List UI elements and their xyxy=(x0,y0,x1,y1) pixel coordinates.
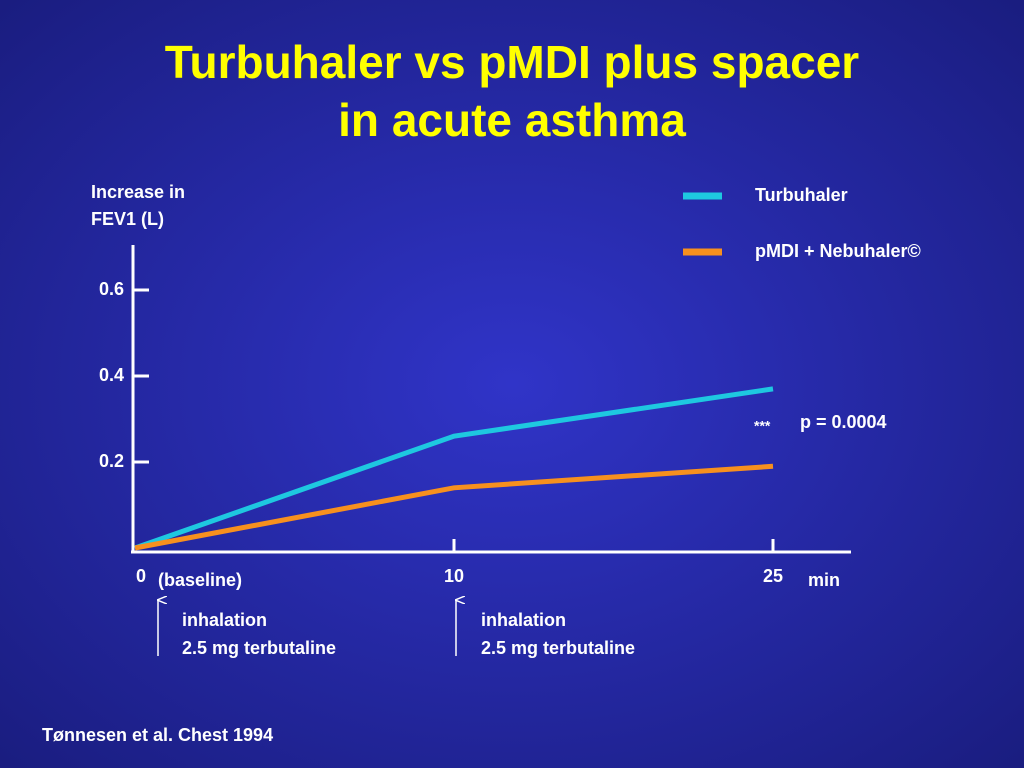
legend-label: Turbuhaler xyxy=(755,185,848,205)
title-line: in acute asthma xyxy=(338,94,686,146)
x-tick-label: 10 xyxy=(444,566,464,586)
annotation: *** xyxy=(754,418,771,434)
x-tick-label: 25 xyxy=(763,566,783,586)
data-line xyxy=(134,463,774,551)
annotation: inhalation xyxy=(182,610,267,630)
title-line: Turbuhaler vs pMDI plus spacer xyxy=(165,36,860,88)
annotation: p = 0.0004 xyxy=(800,412,887,432)
x-tick-label: 0 xyxy=(136,566,146,586)
annotation: inhalation xyxy=(481,610,566,630)
source: Tønnesen et al. Chest 1994 xyxy=(42,725,273,745)
annotation: 2.5 mg terbutaline xyxy=(182,638,336,658)
annotation: 2.5 mg terbutaline xyxy=(481,638,635,658)
y-tick-label: 0.4 xyxy=(99,365,124,385)
legend-label: pMDI + Nebuhaler© xyxy=(755,241,921,261)
y-tick-label: 0.6 xyxy=(99,279,124,299)
data-line xyxy=(134,386,774,551)
y-tick-label: 0.2 xyxy=(99,451,124,471)
y-axis-label: FEV1 (L) xyxy=(91,209,164,229)
x-axis-label: min xyxy=(808,570,840,590)
annotation: (baseline) xyxy=(158,570,242,590)
y-axis-label: Increase in xyxy=(91,182,185,202)
